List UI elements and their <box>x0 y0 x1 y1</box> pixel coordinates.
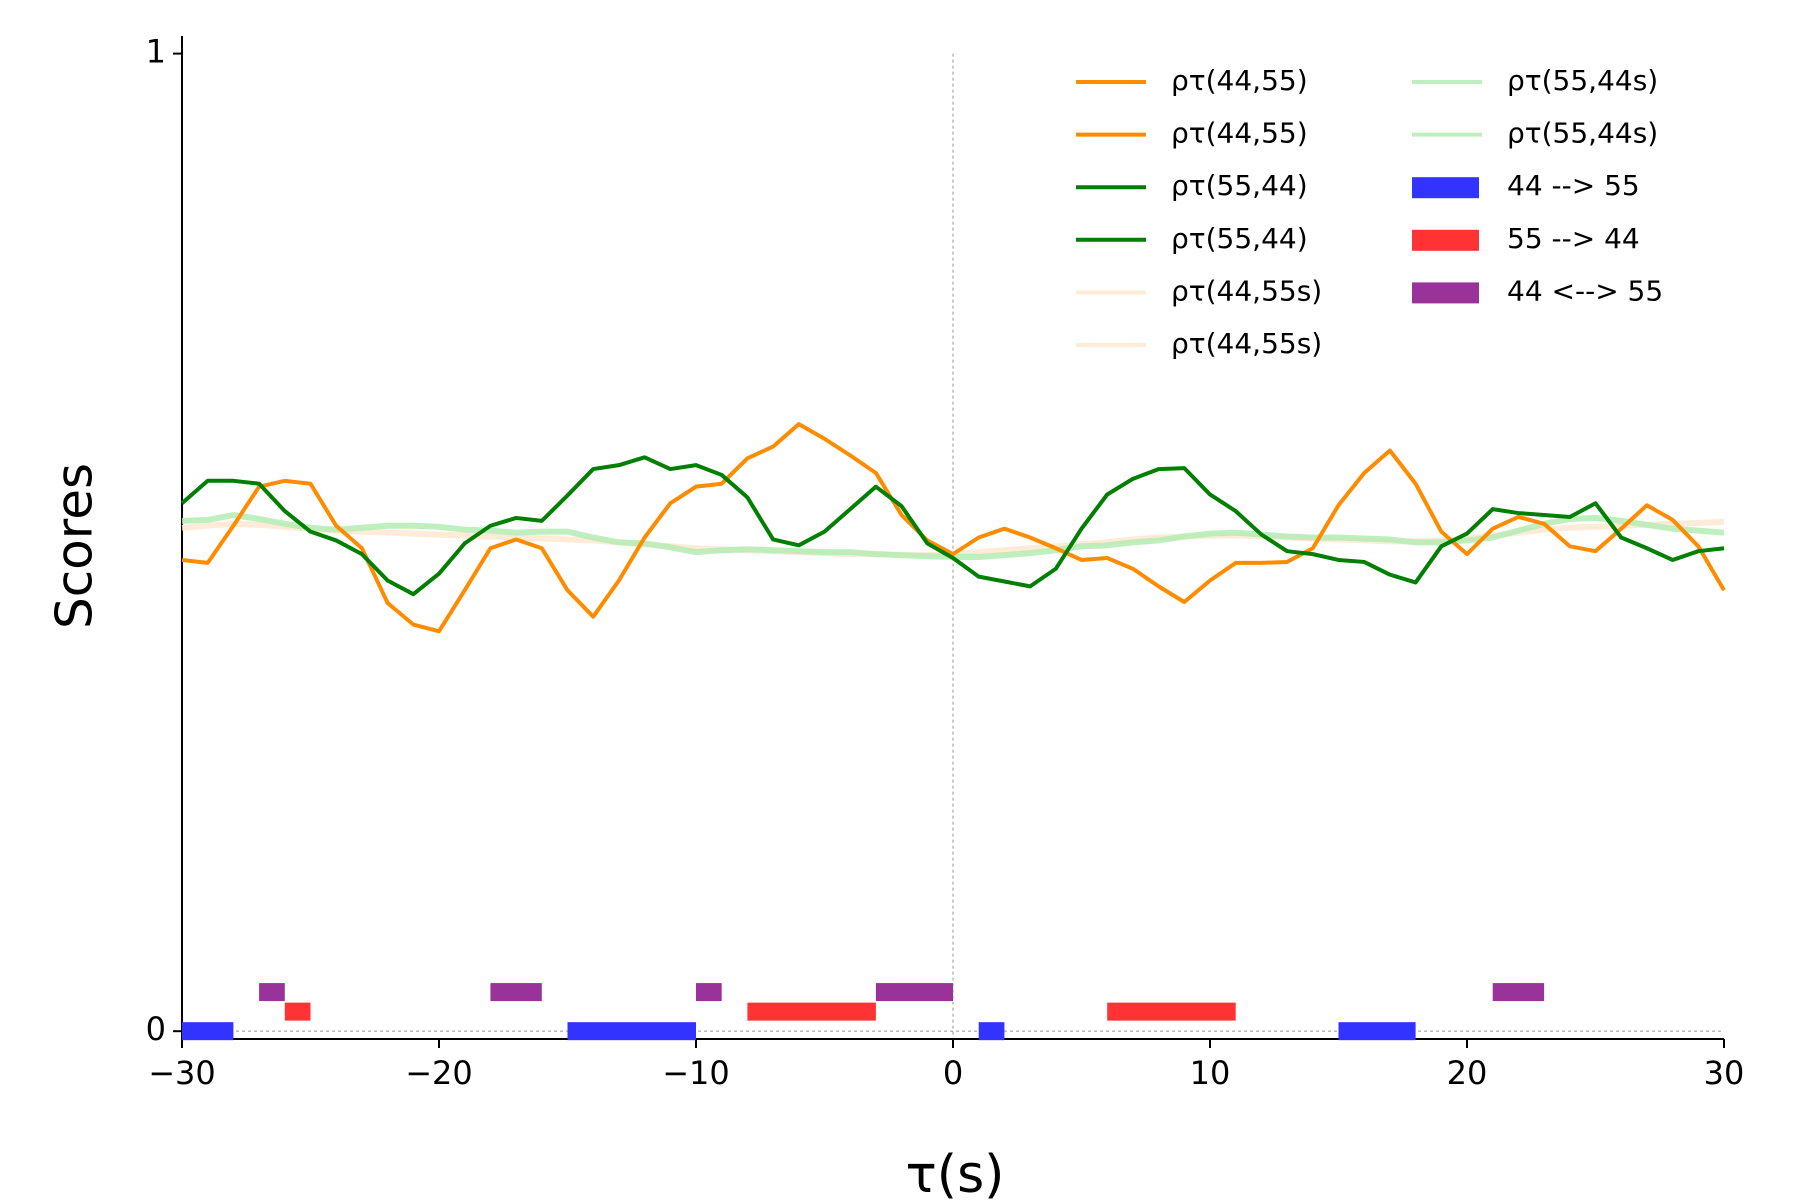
interval-bar <box>1107 1002 1236 1021</box>
interval-bar <box>875 983 953 1002</box>
x-tick-label: −10 <box>662 1054 730 1092</box>
y-tick-label: 1 <box>146 33 166 71</box>
x-axis-label: τ(s) <box>906 1145 1005 1200</box>
interval-bar <box>284 1002 311 1021</box>
x-tick-label: 0 <box>943 1054 963 1092</box>
y-tick-label: 0 <box>146 1010 166 1048</box>
legend-label: ρτ(55,44s) <box>1507 64 1658 97</box>
interval-bar <box>747 1002 876 1021</box>
x-tick-label: −30 <box>148 1054 216 1092</box>
legend-label: 55 --> 44 <box>1507 222 1640 255</box>
legend-swatch <box>1412 177 1479 199</box>
interval-bar <box>259 983 285 1002</box>
interval-bar <box>978 1022 1005 1041</box>
legend-label: ρτ(44,55) <box>1171 64 1308 97</box>
legend-label: 44 --> 55 <box>1507 169 1640 202</box>
legend-label: ρτ(55,44s) <box>1507 117 1658 150</box>
legend-swatch <box>1412 229 1479 251</box>
x-tick-label: −20 <box>405 1054 473 1092</box>
x-tick-label: 30 <box>1704 1054 1745 1092</box>
x-tick-label: 10 <box>1190 1054 1231 1092</box>
interval-bar <box>490 983 542 1002</box>
interval-bar <box>567 1022 696 1041</box>
series-line <box>181 422 1726 634</box>
x-tick-label: 20 <box>1447 1054 1488 1092</box>
legend-label: ρτ(44,55s) <box>1171 327 1322 360</box>
legend-label: ρτ(44,55s) <box>1171 274 1322 307</box>
interval-bar <box>182 1022 234 1041</box>
interval-bar <box>1492 983 1545 1002</box>
y-axis-label: Scores <box>46 463 104 629</box>
legend-label: ρτ(55,44) <box>1171 222 1308 255</box>
legend-swatch <box>1412 282 1479 304</box>
series-line <box>180 455 1725 597</box>
interval-bar <box>1338 1022 1416 1041</box>
legend-label: ρτ(44,55) <box>1171 117 1308 150</box>
interval-bar <box>696 983 722 1002</box>
legend-label: ρτ(55,44) <box>1171 169 1308 202</box>
legend-label: 44 <--> 55 <box>1507 274 1663 307</box>
